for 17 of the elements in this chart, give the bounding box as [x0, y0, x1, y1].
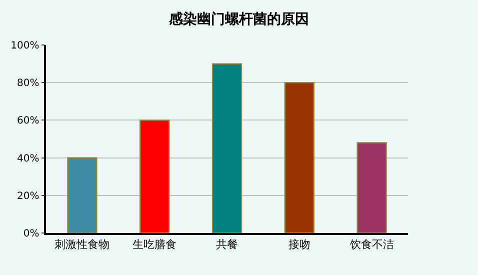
- x-tick-label: 生吃膳食: [132, 238, 177, 251]
- bar: [212, 63, 242, 233]
- x-tick-label: 刺激性食物: [54, 238, 110, 251]
- x-tick-label: 接吻: [288, 238, 310, 251]
- x-tick-label: 饮食不洁: [348, 238, 394, 251]
- y-tick-label: 100%: [10, 40, 40, 52]
- chart-title: 感染幽门螺杆菌的原因: [168, 10, 309, 28]
- y-tick-label: 20%: [17, 190, 40, 202]
- y-tick-label: 0%: [23, 228, 40, 240]
- bar: [140, 120, 170, 233]
- x-tick-label: 共餐: [216, 238, 238, 251]
- y-tick-label: 80%: [17, 78, 40, 90]
- y-tick-label: 40%: [17, 153, 40, 164]
- bar: [67, 157, 98, 233]
- y-tick-label: 60%: [17, 116, 40, 127]
- bar: [284, 82, 314, 233]
- bar: [356, 142, 387, 233]
